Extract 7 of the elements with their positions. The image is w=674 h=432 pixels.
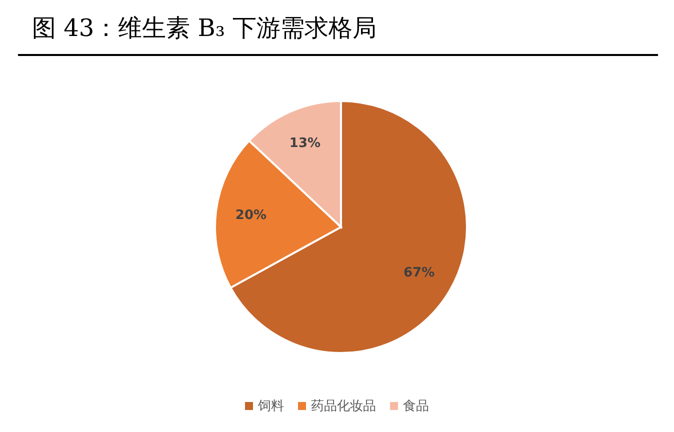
chart-title: 图 43：维生素 B₃ 下游需求格局 — [31, 13, 378, 44]
data-label: 20% — [235, 208, 267, 224]
legend-label: 食品 — [402, 398, 429, 415]
data-label: 13% — [289, 136, 321, 152]
legend-label: 饲料 — [257, 398, 284, 415]
legend-label: 药品化妆品 — [310, 398, 376, 415]
data-label: 67% — [404, 266, 435, 281]
